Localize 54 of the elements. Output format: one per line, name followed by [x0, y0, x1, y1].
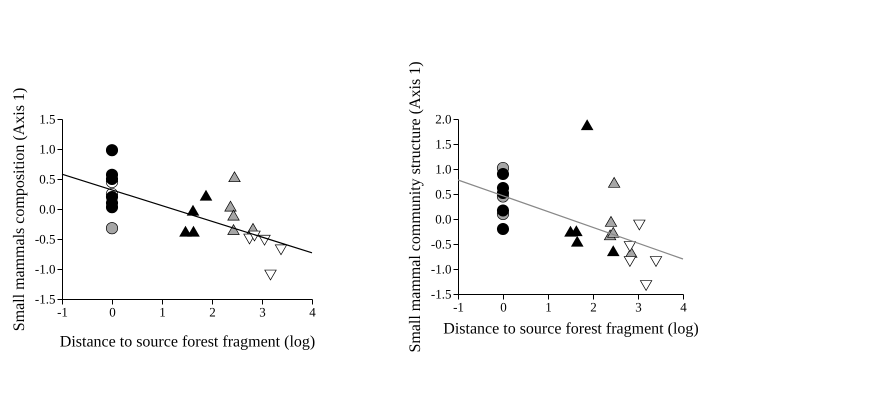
y-tick-label: -0.5: [34, 232, 56, 246]
y-tick-label: -1.0: [34, 262, 56, 276]
x-axis-title: Distance to source forest fragment (log): [443, 320, 699, 338]
x-axis-title: Distance to source forest fragment (log): [60, 334, 316, 350]
y-axis-title: Small mammals composition (Axis 1): [10, 88, 28, 332]
x-tick-label: 2: [209, 304, 216, 320]
y-axis-title: Small mammal community structure (Axis 1): [406, 61, 424, 353]
point: [581, 120, 594, 130]
y-tick-label: 0.0: [435, 212, 452, 226]
point: [608, 177, 620, 188]
point: [106, 144, 118, 156]
point: [496, 222, 510, 236]
point: [607, 246, 620, 256]
x-tick-label: -1: [57, 304, 68, 320]
x-tick-label: 3: [635, 300, 642, 314]
y-tick-label: 1.5: [39, 112, 56, 126]
y-tick-label: 1.0: [435, 162, 452, 176]
x-tick-label: 0: [500, 300, 507, 314]
x-tick-label: 3: [259, 304, 266, 320]
point: [228, 171, 241, 182]
point: [624, 256, 636, 267]
point: [200, 190, 212, 201]
x-tick-label: 4: [680, 300, 688, 314]
y-tick-label: -1.0: [430, 262, 452, 276]
point: [227, 224, 240, 235]
x-tick-label: 4: [309, 304, 316, 320]
point: [650, 256, 662, 267]
point: [496, 168, 510, 180]
y-tick-label: -1.5: [34, 292, 56, 306]
point: [187, 226, 200, 237]
y-tick-label: -0.5: [430, 236, 452, 252]
point: [264, 270, 277, 280]
point: [496, 204, 510, 217]
x-tick-label: -1: [453, 300, 464, 314]
x-tick-label: 2: [590, 300, 597, 314]
y-tick-label: 0.5: [39, 172, 56, 186]
point: [571, 236, 584, 247]
point: [224, 200, 237, 212]
point: [106, 222, 118, 234]
point: [640, 280, 652, 291]
y-tick-label: 0.0: [39, 202, 56, 216]
y-tick-label: 0.5: [435, 186, 452, 202]
point: [604, 216, 618, 227]
y-tick-label: 1.5: [435, 136, 452, 152]
y-tick-label: 1.0: [39, 142, 56, 156]
x-tick-label: 1: [545, 300, 552, 314]
point: [633, 220, 646, 230]
y-tick-label: -1.5: [430, 286, 452, 302]
point: [274, 244, 288, 256]
point: [624, 241, 636, 252]
y-tick-label: 2.0: [435, 112, 452, 126]
x-tick-label: 0: [109, 304, 116, 320]
x-tick-label: 1: [159, 304, 166, 320]
point: [227, 210, 240, 220]
